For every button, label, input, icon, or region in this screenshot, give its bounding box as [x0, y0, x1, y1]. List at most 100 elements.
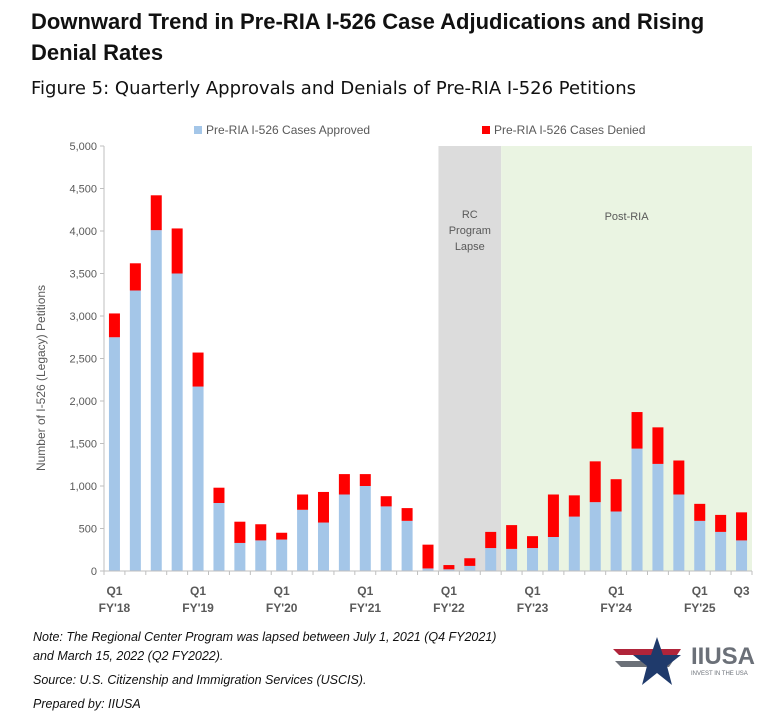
- x-tick-label-quarter: Q1: [608, 584, 624, 598]
- bar-approved-14: [401, 520, 413, 571]
- bar-denied-21: [547, 494, 559, 537]
- logo-wordmark: IIUSA: [691, 643, 756, 670]
- x-tick-label-fiscal-year: FY'22: [433, 601, 465, 615]
- x-tick-label-fiscal-year: FY'20: [266, 601, 298, 615]
- bar-approved-15: [422, 568, 434, 571]
- shaded-region-0: [438, 146, 502, 571]
- bar-approved-6: [234, 542, 246, 571]
- y-tick-label: 3,000: [69, 311, 97, 323]
- x-tick-label-fiscal-year: FY'24: [600, 601, 632, 615]
- region-label-1: Post-RIA: [605, 211, 650, 223]
- bar-approved-26: [652, 463, 664, 571]
- legend-swatch-1: [482, 126, 490, 134]
- y-tick-label: 4,000: [69, 226, 97, 238]
- region-label-0: RC Program Lapse: [449, 209, 491, 253]
- shaded-region-1: [501, 146, 752, 571]
- x-tick-label-quarter: Q1: [441, 584, 457, 598]
- x-tick-label-quarter: Q1: [357, 584, 373, 598]
- bar-denied-11: [338, 474, 350, 495]
- headline: Downward Trend in Pre-RIA I-526 Case Adj…: [31, 9, 705, 65]
- bar-approved-30: [736, 540, 748, 571]
- y-tick-label: 2,000: [69, 396, 97, 408]
- x-tick-label-fiscal-year: FY'23: [517, 601, 549, 615]
- x-tick-label-fiscal-year: FY'19: [182, 601, 214, 615]
- bar-approved-20: [527, 548, 539, 571]
- bar-approved-27: [673, 494, 685, 571]
- y-tick-label: 4,500: [69, 184, 97, 196]
- bar-denied-0: [108, 313, 120, 338]
- bar-denied-24: [610, 479, 622, 512]
- bar-denied-12: [359, 474, 371, 486]
- x-tick-label-fiscal-year: FY'25: [684, 601, 716, 615]
- bar-approved-18: [485, 548, 497, 571]
- bar-denied-5: [213, 487, 225, 503]
- x-tick-label-quarter: Q1: [525, 584, 541, 598]
- bar-denied-22: [568, 495, 580, 517]
- bar-approved-11: [338, 494, 350, 571]
- bar-approved-28: [694, 520, 706, 571]
- y-tick-label: 1,500: [69, 439, 97, 451]
- iiusa-logo: IIUSA INVEST IN THE USA: [611, 633, 761, 693]
- bar-approved-24: [610, 511, 622, 571]
- prepared-by-line: Prepared by: IIUSA: [33, 697, 141, 711]
- bar-approved-12: [359, 486, 371, 571]
- bar-denied-16: [443, 565, 455, 570]
- x-tick-label-quarter: Q1: [692, 584, 708, 598]
- bar-approved-2: [150, 230, 162, 571]
- bar-approved-9: [297, 509, 309, 571]
- bar-denied-26: [652, 427, 664, 464]
- bar-denied-27: [673, 460, 685, 495]
- bar-approved-29: [715, 531, 727, 571]
- y-tick-label: 2,500: [69, 354, 97, 366]
- bar-approved-23: [589, 502, 601, 571]
- legend-swatch-0: [194, 126, 202, 134]
- bar-denied-4: [192, 352, 204, 387]
- bar-denied-2: [150, 195, 162, 231]
- bar-denied-1: [129, 263, 141, 291]
- y-tick-label: 3,500: [69, 269, 97, 281]
- bar-denied-19: [506, 525, 518, 549]
- figure-title: Figure 5: Quarterly Approvals and Denial…: [31, 78, 636, 99]
- y-tick-label: 5,000: [69, 141, 97, 153]
- bar-approved-10: [317, 522, 329, 571]
- y-axis-title: Number of I-526 (Legacy) Petitions: [34, 285, 48, 471]
- bar-approved-17: [464, 565, 476, 571]
- x-tick-label-fiscal-year: FY'21: [350, 601, 382, 615]
- bar-approved-7: [255, 540, 267, 571]
- x-tick-label-quarter: Q1: [274, 584, 290, 598]
- legend-label-1: Pre-RIA I-526 Cases Denied: [494, 123, 645, 137]
- bar-denied-20: [527, 536, 539, 549]
- bar-denied-13: [380, 496, 392, 507]
- bar-denied-25: [631, 412, 643, 449]
- bar-approved-25: [631, 448, 643, 571]
- bar-denied-9: [297, 494, 309, 510]
- bar-denied-7: [255, 524, 267, 541]
- bar-approved-4: [192, 386, 204, 571]
- bar-denied-28: [694, 503, 706, 521]
- note-line-2: and March 15, 2022 (Q2 FY2022).: [33, 649, 224, 663]
- bar-denied-3: [171, 228, 183, 274]
- y-tick-label: 500: [79, 524, 97, 536]
- x-tick-label-fiscal-year: FY'18: [99, 601, 131, 615]
- bar-approved-3: [171, 273, 183, 571]
- note-line-1: Note: The Regional Center Program was la…: [33, 630, 497, 644]
- y-tick-label: 1,000: [69, 481, 97, 493]
- bar-denied-15: [422, 544, 434, 569]
- bar-denied-23: [589, 461, 601, 503]
- source-line: Source: U.S. Citizenship and Immigration…: [33, 673, 367, 687]
- x-tick-label-quarter: Q1: [106, 584, 122, 598]
- bar-denied-17: [464, 558, 476, 566]
- logo-tagline: INVEST IN THE USA: [691, 671, 748, 677]
- x-tick-label-quarter: Q3: [734, 584, 750, 598]
- bar-approved-22: [568, 516, 580, 571]
- bar-approved-1: [129, 290, 141, 571]
- bar-approved-8: [276, 539, 288, 571]
- bar-denied-14: [401, 508, 413, 521]
- bar-denied-8: [276, 532, 288, 540]
- bar-denied-6: [234, 521, 246, 543]
- x-tick-label-quarter: Q1: [190, 584, 206, 598]
- bar-approved-21: [547, 537, 559, 571]
- legend-label-0: Pre-RIA I-526 Cases Approved: [206, 123, 370, 137]
- chart-notes: Note: The Regional Center Program was la…: [33, 628, 593, 714]
- bar-denied-30: [736, 512, 748, 541]
